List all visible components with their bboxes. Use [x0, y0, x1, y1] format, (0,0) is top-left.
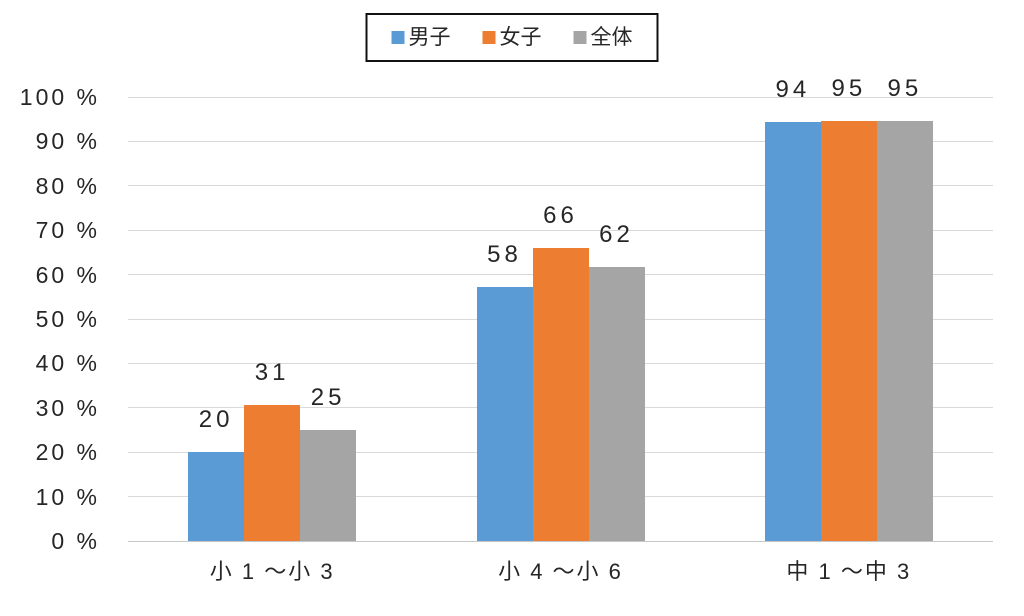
x-category-label-2: 中 1 ～中 3: [786, 559, 912, 584]
legend-label-boys: 男子: [408, 26, 451, 49]
chart-legend: 男子 女子 全体: [365, 13, 659, 62]
y-tick-label-80: 80 %: [35, 172, 100, 199]
legend-item-girls: 女子: [482, 24, 542, 51]
x-category-label-1: 小 4 ～小 6: [498, 559, 623, 584]
gridline-90: [128, 140, 993, 142]
bar-group-2: 94 95 95: [764, 76, 933, 541]
gridline-100: [128, 96, 993, 98]
data-label-overall-group-0: 25: [310, 383, 346, 411]
gridline-0: [128, 540, 993, 542]
bar-girls-group-2: [820, 121, 877, 541]
data-label-boys-group-2: 94: [775, 75, 811, 103]
y-tick-label-0: 0 %: [51, 528, 100, 554]
bar-overall-group-1: [588, 266, 645, 541]
bar-girls-group-0: [244, 405, 301, 541]
bar-boys-group-1: [476, 286, 533, 541]
gridline-80: [128, 185, 993, 187]
bar-boys-group-0: [188, 452, 245, 541]
bar-girls-group-1: [532, 247, 589, 541]
data-label-overall-group-2: 95: [887, 75, 923, 103]
y-tick-label-90: 90 %: [35, 128, 100, 155]
y-tick-label-40: 40 %: [35, 350, 100, 377]
x-category-label-0: 小 1 ～小 3: [209, 559, 335, 584]
y-tick-label-60: 60 %: [35, 261, 100, 288]
bar-group-0: 20 31 25: [188, 97, 357, 541]
y-tick-label-10: 10 %: [35, 483, 100, 510]
legend-swatch-icon-overall: [573, 31, 587, 44]
legend-item-overall: 全体: [573, 24, 633, 51]
data-label-girls-group-0: 31: [254, 359, 290, 387]
y-tick-label-100: 100 %: [19, 84, 100, 110]
legend-label-girls: 女子: [499, 26, 542, 49]
data-label-boys-group-0: 20: [198, 406, 234, 434]
plot-area: 20 31 25 58 66 62 94 95 95: [128, 76, 993, 542]
bar-overall-group-0: [300, 429, 357, 541]
y-tick-label-70: 70 %: [35, 217, 100, 244]
legend-swatch-icon-boys: [391, 31, 405, 44]
gridline-70: [128, 229, 993, 231]
data-label-boys-group-1: 58: [487, 240, 522, 268]
bar-overall-group-2: [876, 121, 933, 541]
legend-swatch-icon-girls: [482, 31, 496, 44]
y-tick-label-30: 30 %: [35, 394, 100, 421]
data-label-overall-group-1: 62: [599, 220, 634, 248]
data-label-girls-group-2: 95: [831, 75, 867, 103]
y-tick-label-20: 20 %: [35, 439, 100, 466]
bar-boys-group-2: [764, 121, 821, 541]
legend-label-overall: 全体: [590, 26, 633, 49]
bar-group-1: 58 66 62: [476, 97, 645, 541]
y-tick-label-50: 50 %: [35, 306, 100, 332]
data-label-girls-group-1: 66: [543, 201, 578, 229]
legend-item-boys: 男子: [391, 24, 451, 51]
